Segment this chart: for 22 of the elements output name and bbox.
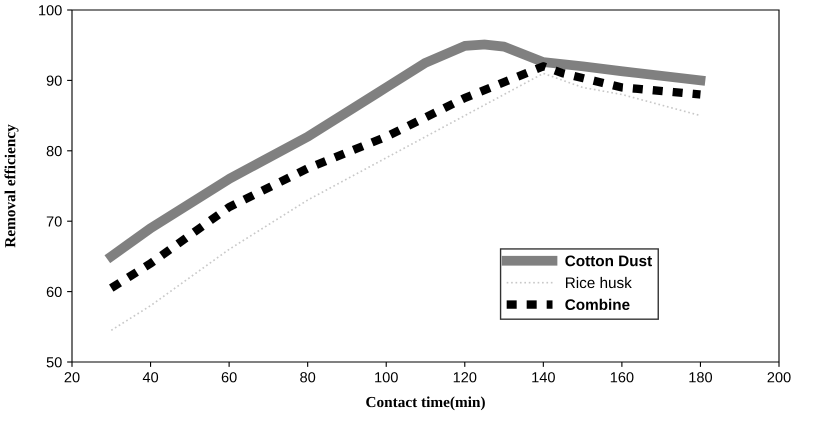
y-tick-label: 80 bbox=[46, 146, 62, 156]
legend-label: Rice husk bbox=[566, 276, 632, 288]
x-tick-label: 80 bbox=[300, 372, 316, 382]
x-tick-label: 20 bbox=[64, 372, 80, 382]
x-tick-label: 200 bbox=[768, 372, 791, 382]
y-tick-label: 70 bbox=[46, 216, 62, 227]
x-tick-label: 120 bbox=[454, 372, 476, 382]
y-axis-title: Removal efficiency bbox=[4, 124, 19, 248]
legend-label: Cotton Dust bbox=[565, 255, 652, 266]
x-tick-label: 60 bbox=[222, 372, 237, 382]
y-tick-label: 50 bbox=[46, 357, 62, 368]
y-tick-label: 100 bbox=[39, 5, 62, 16]
legend-label: Combine bbox=[565, 298, 630, 310]
x-tick-label: 40 bbox=[142, 372, 158, 382]
y-tick-label: 90 bbox=[46, 76, 62, 86]
x-axis-title: Contact time(min) bbox=[366, 396, 485, 410]
x-tick-label: 140 bbox=[532, 372, 555, 382]
y-tick-label: 60 bbox=[46, 286, 62, 298]
x-tick-label: 180 bbox=[689, 372, 712, 382]
x-tick-label: 160 bbox=[610, 372, 634, 382]
x-tick-label: 100 bbox=[375, 372, 398, 382]
line-series bbox=[110, 72, 702, 332]
